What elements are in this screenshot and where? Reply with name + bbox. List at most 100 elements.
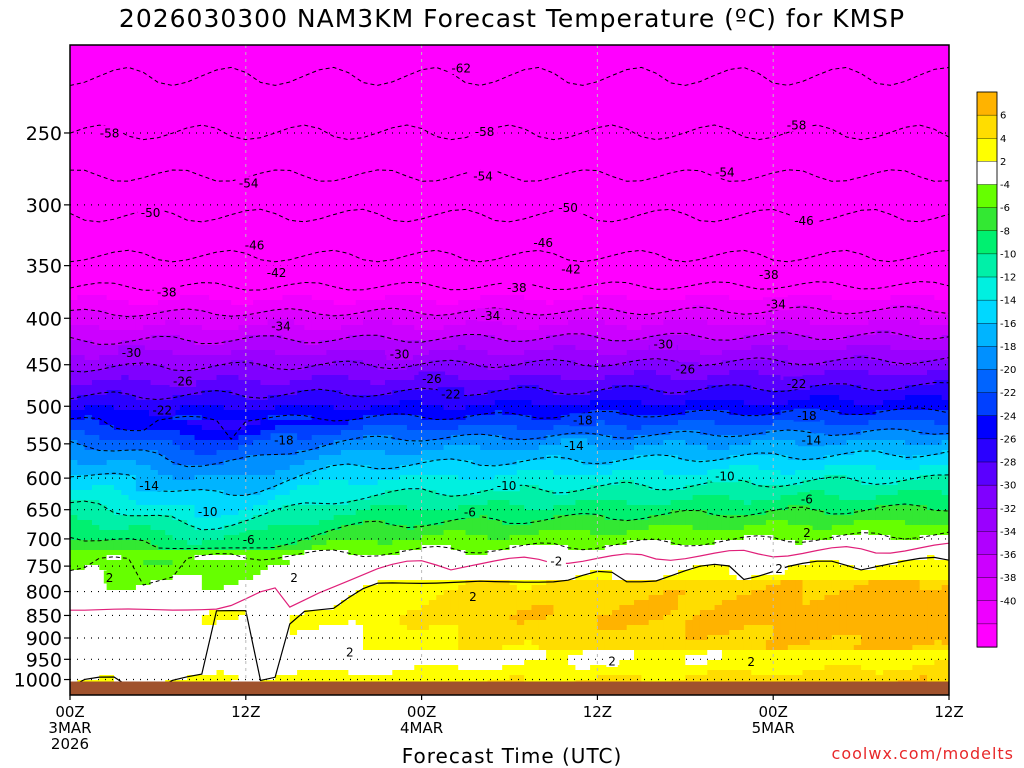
isotherm-label-bg [606, 654, 618, 667]
colorbar-swatch [976, 392, 998, 417]
colorbar-swatch [976, 531, 998, 556]
x-tick-date: 4MAR [400, 719, 443, 737]
isotherm-label-bg [169, 374, 197, 387]
ground-surface [70, 681, 949, 695]
isotherm-label: 2 [469, 590, 477, 604]
isotherm-label: -38 [507, 281, 527, 295]
isotherm-label-bg [194, 504, 221, 518]
isotherm-label: -18 [274, 434, 294, 448]
colorbar-tick-label: -32 [1000, 504, 1016, 515]
isotherm-label: -34 [766, 298, 786, 312]
chart-title: 2026030300 NAM3KM Forecast Temperature (… [118, 4, 906, 33]
colorbar-swatch [976, 230, 998, 255]
isotherm-label-bg [546, 553, 566, 567]
colorbar-swatch [976, 461, 998, 486]
colorbar-swatch [976, 184, 998, 209]
isotherm-line [70, 356, 949, 373]
isotherm-label: -58 [100, 127, 120, 141]
isotherm-label: 2 [775, 562, 783, 576]
isotherm-label-bg [798, 433, 825, 447]
colorbar-tick-label: -16 [1000, 319, 1016, 330]
y-tick-label: 650 [26, 500, 62, 522]
isotherm-label-bg [386, 347, 413, 361]
freezing-line [70, 542, 949, 611]
isotherm-label-bg [267, 319, 295, 333]
y-tick-label: 550 [26, 434, 62, 456]
isotherm-label: 2 [803, 526, 811, 540]
isotherm-label-bg [153, 284, 180, 298]
colorbar-tick-label: -26 [1000, 434, 1016, 445]
colorbar-tick-label: -14 [1000, 296, 1016, 307]
isotherm-label-bg [762, 297, 790, 311]
isotherm-label-bg [711, 165, 739, 178]
colorbar-tick-label: 4 [1000, 134, 1006, 145]
colorbar-swatch [976, 577, 998, 602]
isotherm-label-bg [650, 337, 677, 350]
grid-lines [70, 45, 949, 695]
x-tick-label: 12Z [231, 703, 260, 721]
colorbar-swatch [976, 114, 998, 139]
isotherm-label: -10 [715, 470, 735, 484]
isotherm-label-bg [235, 176, 262, 190]
isotherm-label-bg [783, 118, 810, 131]
isotherm-label-bg [493, 478, 520, 492]
isotherm-label: 2 [346, 645, 354, 659]
colorbar-tick-label: -38 [1000, 573, 1016, 584]
isotherm-label: -38 [759, 268, 779, 282]
colorbar-tick-label: -6 [1000, 203, 1010, 214]
isotherm-label-bg [503, 280, 531, 294]
x-tick-date: 3MAR [48, 719, 91, 737]
colorbar-tick-label: -24 [1000, 411, 1016, 422]
colorbar-swatch [976, 207, 998, 232]
isotherm-line [70, 331, 949, 345]
colorbar-swatch [976, 623, 998, 648]
isotherm-line [70, 450, 949, 496]
isotherm-label-bg [118, 345, 145, 359]
isotherm-label: 2 [608, 655, 616, 669]
colorbar-swatch [976, 415, 998, 440]
isotherm-label: -18 [797, 409, 817, 423]
isotherm-label-bg [137, 205, 164, 219]
isotherm-label-bg [569, 413, 596, 427]
colorbar-tick-label: -30 [1000, 481, 1016, 492]
isotherm-contours [70, 66, 949, 695]
isotherm-label-bg [288, 570, 300, 584]
isotherm-label: -54 [239, 177, 259, 191]
x-tick-label: 00Z [759, 703, 788, 721]
isotherm-label-bg [437, 387, 465, 401]
x-tick-label: 12Z [934, 703, 963, 721]
isotherm-label: -10 [497, 479, 517, 493]
isotherm-label-bg [557, 262, 585, 275]
isotherm-labels: -62-58 -58 -58-54 -54 -54-50 -50-46 -46-46-42-… [96, 61, 825, 669]
isotherm-line [70, 531, 949, 586]
isotherm-label-bg [773, 561, 785, 575]
isotherm-label-bg [418, 371, 446, 385]
y-tick-label: 250 [26, 123, 62, 145]
x-tick-label: 00Z [407, 703, 436, 721]
isotherm-label-bg [344, 644, 356, 658]
isotherm-label-bg [801, 525, 813, 539]
y-tick-label: 700 [26, 529, 62, 551]
y-tick-label: 1000 [14, 670, 62, 692]
isotherm-label: -18 [573, 414, 593, 428]
isotherm-label: -26 [422, 372, 442, 386]
isotherm-label: -14 [139, 479, 159, 493]
isotherm-label-bg [149, 403, 176, 417]
isotherm-line [70, 474, 949, 531]
isotherm-label: -2 [550, 554, 562, 568]
colorbar-swatch [976, 438, 998, 463]
isotherm-label: -22 [152, 404, 172, 418]
source-credit: coolwx.com/modelts [831, 744, 1014, 763]
isotherm-label-bg [447, 61, 475, 74]
colorbar-swatch [976, 346, 998, 371]
isotherm-label: -26 [675, 363, 695, 377]
isotherm-label-bg [460, 505, 480, 519]
x-tick-label: 00Z [55, 703, 84, 721]
isotherm-label-bg [103, 570, 116, 584]
isotherm-label: 2 [747, 655, 755, 669]
isotherm-line [70, 556, 949, 695]
colorbar-swatch [976, 600, 998, 625]
colorbar-tick-label: -18 [1000, 342, 1016, 353]
isotherm-label: 2 [106, 571, 114, 585]
y-tick-label: 900 [26, 628, 62, 650]
